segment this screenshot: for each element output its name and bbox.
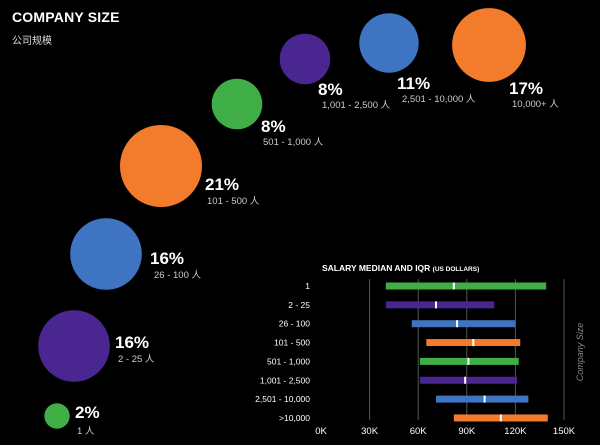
size-percent-label: 16% [115,333,149,352]
size-range-label: 2 - 25 人 [118,354,155,365]
iqr-bar [419,376,518,384]
iqr-bar [436,395,529,403]
median-marker [456,320,459,328]
x-tick-label: 0K [315,426,327,437]
category-label: 101 - 500 [274,338,310,348]
salary-chart-title: SALARY MEDIAN AND IQR (US DOLLARS) [322,263,479,273]
median-marker [467,357,470,365]
page-title: COMPANY SIZE [12,9,120,25]
category-label: 26 - 100 [279,319,310,329]
size-percent-label: 8% [318,80,343,99]
size-range-label: 1 人 [77,426,95,437]
page-subtitle: 公司规模 [12,36,52,47]
size-percent-label: 17% [509,79,543,98]
size-bubble [211,78,263,130]
size-bubble [279,33,331,85]
size-percent-label: 11% [397,74,430,93]
median-marker [499,414,502,422]
size-bubble [120,125,202,207]
size-bubble [44,403,70,429]
size-percent-label: 8% [261,117,286,136]
median-marker [435,301,438,309]
x-tick-label: 150K [553,426,576,437]
category-label: 1 [305,281,310,291]
salary-chart-title-suffix: (US DOLLARS) [433,266,480,273]
size-bubble [38,310,110,382]
category-label: 1,001 - 2,500 [260,375,310,385]
size-range-label: 10,000+ 人 [512,99,559,110]
median-marker [452,282,455,290]
iqr-bar [411,320,516,328]
median-marker [464,376,467,384]
x-tick-label: 60K [410,426,428,437]
category-label: 2,501 - 10,000 [255,394,310,404]
median-marker [483,395,486,403]
category-label: >10,000 [279,413,310,423]
size-percent-label: 2% [75,403,100,422]
y-axis-label: Company Size [575,323,585,382]
size-range-label: 2,501 - 10,000 人 [402,94,476,105]
size-bubble [452,8,526,82]
size-bubble [70,218,142,290]
x-tick-label: 30K [361,426,379,437]
size-range-label: 101 - 500 人 [207,196,260,207]
size-percent-label: 21% [205,175,239,194]
x-tick-label: 90K [458,426,476,437]
size-range-label: 1,001 - 2,500 人 [322,100,391,111]
iqr-bar [385,301,495,309]
median-marker [472,339,475,347]
salary-chart-title-main: SALARY MEDIAN AND IQR [322,263,433,273]
category-label: 2 - 25 [288,300,310,310]
iqr-bar [385,282,547,290]
size-bubble [359,13,419,73]
x-tick-label: 120K [504,426,527,437]
size-range-label: 501 - 1,000 人 [263,137,324,148]
category-label: 501 - 1,000 [267,356,310,366]
size-range-label: 26 - 100 人 [154,270,201,281]
size-percent-label: 16% [150,249,184,268]
